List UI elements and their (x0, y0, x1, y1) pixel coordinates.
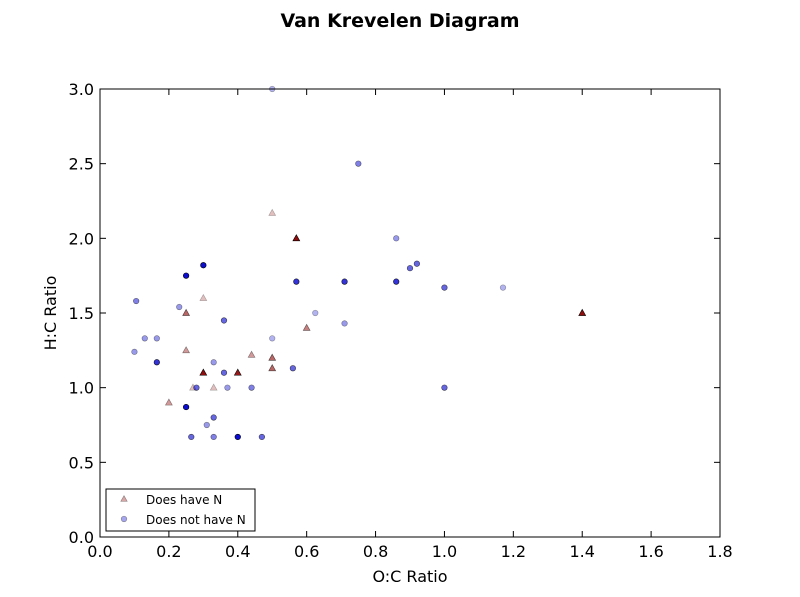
point-does-not-have-n (413, 260, 420, 267)
y-tick-label: 3.0 (69, 80, 94, 99)
point-does-have-n (182, 308, 191, 316)
point-does-not-have-n (258, 433, 265, 441)
point-does-not-have-n (234, 433, 241, 441)
x-tick-label: 0.4 (225, 542, 250, 561)
y-tick-label: 2.5 (69, 155, 94, 174)
point-does-not-have-n (341, 278, 348, 285)
point-does-have-n (268, 353, 277, 361)
x-tick-label: 1.0 (432, 542, 457, 561)
point-does-not-have-n (188, 433, 195, 441)
point-does-not-have-n (289, 365, 296, 372)
point-does-not-have-n (131, 348, 138, 355)
point-does-not-have-n (499, 284, 507, 291)
legend: Does have N Does not have N (105, 488, 256, 532)
x-axis-title: O:C Ratio (372, 567, 447, 586)
point-does-not-have-n (248, 384, 255, 391)
point-does-not-have-n (220, 317, 228, 324)
legend-circle-icon (120, 515, 128, 523)
legend-label-does-have-n: Does have N (146, 493, 222, 507)
point-does-not-have-n (200, 262, 207, 269)
y-tick-label: 1.5 (69, 304, 94, 323)
axis-ticks: 0.0 0.2 0.4 0.6 0.8 1.0 1.2 1.4 1.6 1.8 0.0 0.5 1.0 1… (69, 80, 733, 561)
point-does-not-have-n (220, 369, 228, 376)
point-does-not-have-n (210, 359, 217, 366)
point-does-have-n (578, 308, 587, 316)
point-does-not-have-n (355, 160, 362, 167)
chart-title: Van Krevelen Diagram (280, 10, 519, 32)
point-does-not-have-n (293, 278, 300, 285)
legend-triangle-icon (120, 494, 128, 502)
y-tick-label: 1.0 (69, 379, 94, 398)
point-does-have-n (292, 234, 301, 242)
y-tick-label: 0.0 (69, 528, 94, 547)
point-does-not-have-n (341, 320, 348, 327)
point-does-not-have-n (153, 335, 160, 342)
point-does-not-have-n (312, 309, 319, 317)
point-does-not-have-n (224, 384, 231, 391)
x-tick-label: 0.0 (87, 542, 112, 561)
point-does-not-have-n (193, 384, 200, 391)
point-does-have-n (209, 383, 218, 391)
legend-label-does-not-have-n: Does not have N (146, 513, 246, 527)
point-does-not-have-n (210, 433, 217, 441)
point-does-have-n (199, 368, 208, 376)
x-tick-label: 0.6 (294, 542, 319, 561)
point-does-not-have-n (393, 278, 400, 285)
point-does-have-n (164, 398, 173, 406)
point-does-have-n (268, 208, 277, 216)
point-does-not-have-n (133, 297, 140, 305)
point-does-not-have-n (393, 235, 400, 242)
point-does-not-have-n (441, 284, 448, 291)
y-tick-label: 0.5 (69, 453, 94, 472)
plot-area-frame (99, 88, 721, 538)
point-does-have-n (182, 346, 191, 354)
x-tick-label: 1.4 (569, 542, 594, 561)
x-tick-label: 0.8 (363, 542, 388, 561)
point-does-have-n (199, 293, 208, 301)
point-does-have-n (268, 364, 277, 372)
x-tick-label: 1.8 (707, 542, 732, 561)
point-does-have-n (233, 368, 242, 376)
legend-box (105, 488, 256, 532)
point-does-not-have-n (153, 359, 160, 366)
legend-marker-does-have-n (120, 494, 128, 502)
point-does-have-n (247, 350, 256, 358)
point-does-have-n (302, 323, 311, 331)
y-axis-title: H:C Ratio (41, 276, 60, 351)
point-does-not-have-n (183, 272, 190, 279)
point-does-not-have-n (210, 414, 217, 421)
x-tick-label: 1.6 (638, 542, 663, 561)
data-marks (131, 85, 587, 441)
x-tick-label: 0.2 (156, 542, 181, 561)
point-does-not-have-n (183, 403, 190, 411)
point-does-not-have-n (203, 421, 210, 429)
point-does-not-have-n (406, 265, 414, 272)
point-does-not-have-n (176, 303, 183, 311)
legend-marker-does-not-have-n (120, 515, 128, 523)
point-does-not-have-n (141, 335, 148, 342)
y-tick-label: 2.0 (69, 229, 94, 248)
point-does-not-have-n (269, 335, 276, 342)
x-tick-label: 1.2 (501, 542, 526, 561)
point-does-not-have-n (441, 384, 448, 391)
